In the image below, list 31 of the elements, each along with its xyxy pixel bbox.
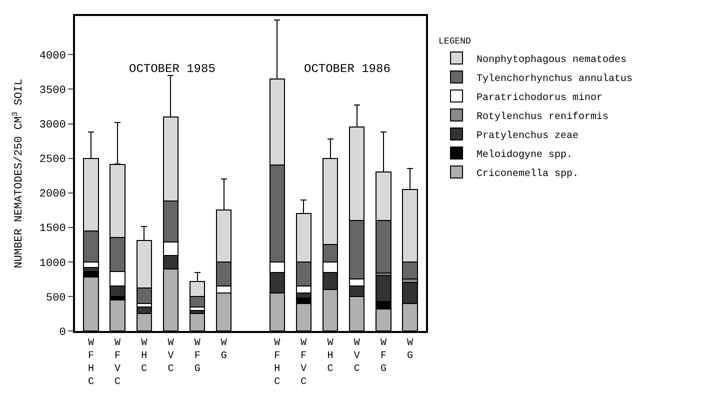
legend-label: Meloidogyne spp. xyxy=(476,148,573,161)
y-tick-label: 4000 xyxy=(39,50,66,63)
y-tick-label: 1000 xyxy=(39,258,66,270)
x-tick-label: WFVC xyxy=(300,338,307,388)
y-tick-label: 3000 xyxy=(39,120,66,132)
x-tick-label: WFG xyxy=(194,338,200,375)
y-tick-label: 3500 xyxy=(39,85,66,98)
legend-label: Tylenchorhynchus annulatus xyxy=(476,72,633,85)
y-tick-label: 2500 xyxy=(39,154,66,166)
legend-label: Nonphytophagous nematodes xyxy=(476,54,627,66)
x-tick-label: WHC xyxy=(327,338,334,375)
y-tick-label: 2000 xyxy=(39,188,66,201)
x-tick-label: WHC xyxy=(141,338,148,375)
x-tick-label: WFHC xyxy=(274,338,280,388)
x-tick-label: WFG xyxy=(380,338,386,375)
annotation: OCTOBER 1986 xyxy=(304,62,390,76)
legend-title: LEGEND xyxy=(438,36,471,46)
x-tick-label: WFHC xyxy=(88,338,94,388)
legend-label: Criconemella spp. xyxy=(476,168,579,180)
legend-label: Pratylenchus zeae xyxy=(476,130,579,142)
x-tick-label: WFVC xyxy=(114,338,121,388)
y-tick-label: 1500 xyxy=(39,223,66,236)
legend-label: Rotylenchus reniformis xyxy=(476,110,609,123)
x-tick-label: WVC xyxy=(168,338,174,375)
x-tick-label: WVC xyxy=(354,338,360,375)
x-tick-label: WG xyxy=(220,338,227,362)
legend-label: Paratrichodorus minor xyxy=(476,92,603,104)
x-tick-label: WG xyxy=(407,338,414,362)
y-tick-label: 0 xyxy=(59,326,66,339)
annotation: OCTOBER 1985 xyxy=(129,62,216,76)
y-tick-label: 500 xyxy=(46,292,66,304)
